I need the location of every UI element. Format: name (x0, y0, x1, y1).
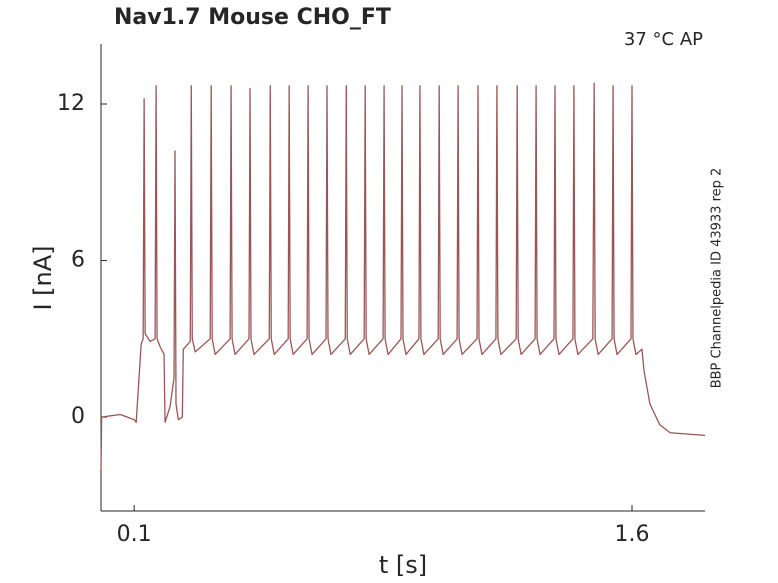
side-note: BBP Channelpedia ID 43933 rep 2 (710, 168, 725, 389)
chart-title: Nav1.7 Mouse CHO_FT (114, 5, 391, 30)
x-tick-label: 0.1 (117, 522, 152, 547)
y-tick-label: 0 (71, 404, 85, 429)
y-tick-label: 6 (71, 248, 85, 273)
x-tick-label: 1.6 (614, 522, 649, 547)
annotation: 37 °C AP (624, 29, 703, 50)
trace (100, 82, 706, 470)
y-axis-label: I [nA] (29, 245, 57, 310)
y-tick-label: 12 (57, 91, 85, 116)
x-axis-label: t [s] (379, 551, 427, 579)
